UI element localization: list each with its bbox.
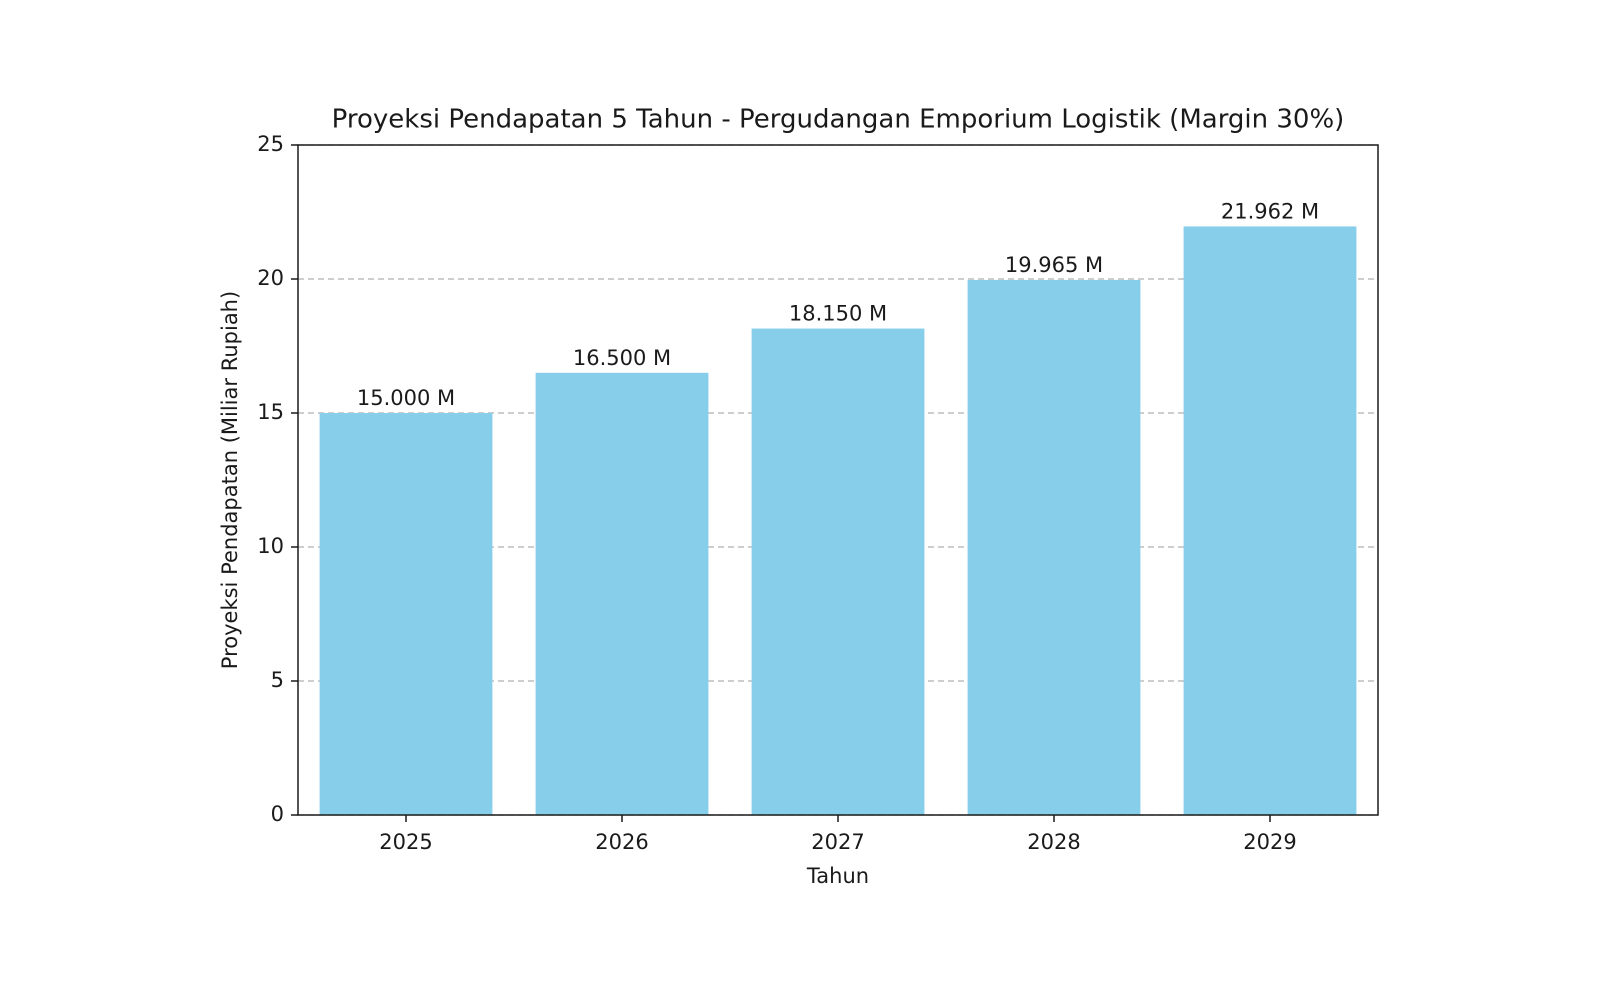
- x-tick-label: 2026: [595, 830, 648, 854]
- bar: [1183, 226, 1357, 815]
- x-tick-label: 2028: [1027, 830, 1080, 854]
- y-tick-label: 0: [271, 802, 284, 826]
- value-label: 16.500 M: [573, 346, 671, 370]
- bar: [751, 328, 925, 815]
- bar: [319, 413, 493, 815]
- y-tick-label: 5: [271, 668, 284, 692]
- bar: [535, 372, 709, 815]
- y-tick-label: 15: [257, 400, 284, 424]
- value-label: 19.965 M: [1005, 253, 1103, 277]
- y-axis-label: Proyeksi Pendapatan (Miliar Rupiah): [218, 291, 242, 669]
- y-tick-label: 25: [257, 132, 284, 156]
- y-tick-label: 20: [257, 266, 284, 290]
- x-tick-label: 2025: [379, 830, 432, 854]
- x-axis-label: Tahun: [806, 864, 869, 888]
- value-label: 15.000 M: [357, 386, 455, 410]
- chart-title: Proyeksi Pendapatan 5 Tahun - Pergudanga…: [332, 105, 1345, 135]
- value-label: 21.962 M: [1221, 199, 1319, 223]
- x-tick-label: 2029: [1243, 830, 1296, 854]
- value-label: 18.150 M: [789, 302, 887, 326]
- x-tick-label: 2027: [811, 830, 864, 854]
- bar: [967, 279, 1141, 815]
- plot-frame: [297, 144, 1379, 816]
- y-tick-label: 10: [257, 534, 284, 558]
